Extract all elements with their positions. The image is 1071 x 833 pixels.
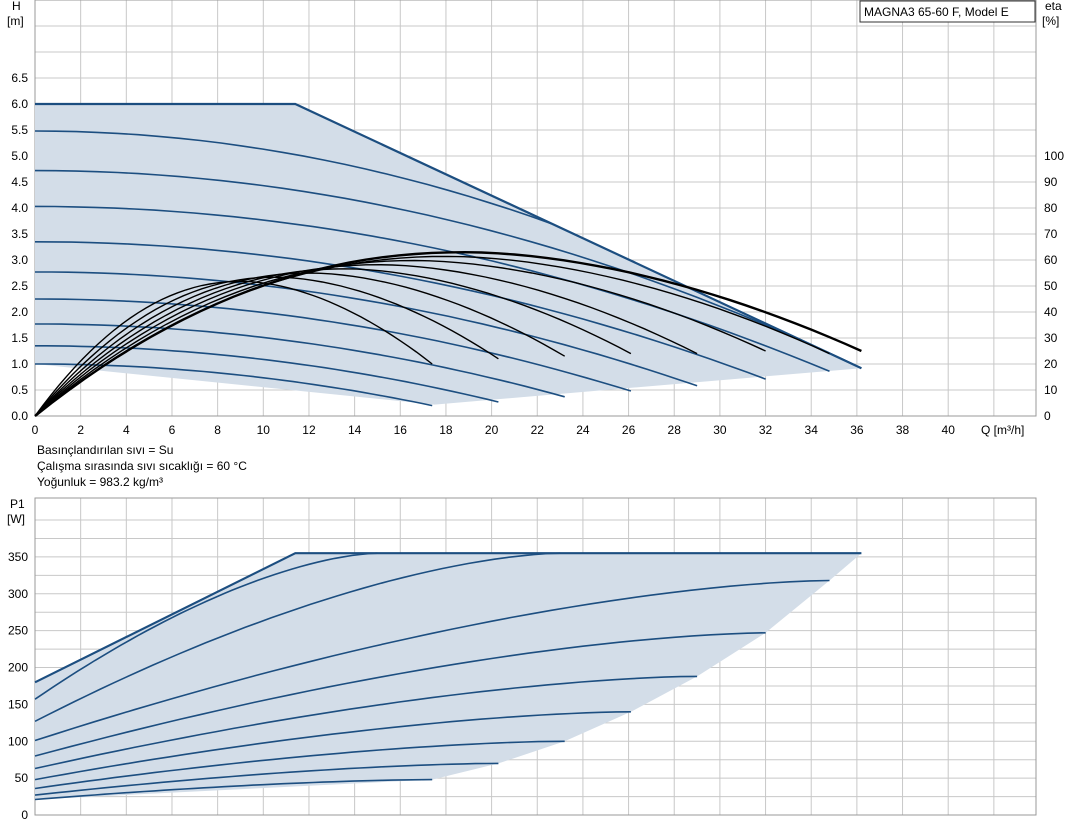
x-tick-label: 34 [805,423,819,437]
qh-operating-area [35,104,862,405]
h-tick-label: 3.5 [11,227,28,241]
x-tick-label: 2 [77,423,84,437]
eta-tick-label: 70 [1044,227,1058,241]
qh-curve-9 [34,130,552,225]
p1-tick-label: 200 [8,661,28,675]
eta-tick-label: 80 [1044,201,1058,215]
p1-tick-label: 0 [21,808,28,822]
lower-plot-frame [34,497,1037,816]
x-tick-label: 24 [576,423,590,437]
x-tick-label: 40 [942,423,956,437]
p1-tick-label: 100 [8,734,28,748]
p1-axis-unit: [W] [7,512,25,526]
x-tick-label: 22 [531,423,545,437]
note-temperature: Çalışma sırasında sıvı sıcaklığı = 60 °C [37,459,247,473]
h-axis-unit: [m] [7,14,24,28]
x-tick-label: 38 [896,423,910,437]
x-tick-label: 16 [394,423,408,437]
x-tick-label: 4 [123,423,130,437]
eta-axis-label: eta [1045,0,1062,13]
eta-tick-label: 100 [1044,149,1064,163]
x-tick-label: 30 [713,423,727,437]
x-tick-label: 12 [302,423,316,437]
eta-tick-label: 50 [1044,279,1058,293]
p1-curve-2 [34,762,499,796]
x-tick-label: 8 [214,423,221,437]
eta-tick-label: 90 [1044,175,1058,189]
p1-curve-8 [34,552,561,723]
eta-tick-label: 60 [1044,253,1058,267]
h-tick-label: 4.5 [11,175,28,189]
p1-curve-4 [34,711,631,781]
h-tick-label: 6.5 [11,71,28,85]
title-box [859,0,1036,23]
h-tick-label: 0.5 [11,383,28,397]
p1-tick-label: 350 [8,550,28,564]
x-tick-label: 20 [485,423,499,437]
chart-title: MAGNA3 65-60 F, Model E [864,5,1009,19]
h-tick-label: 1.0 [11,357,28,371]
h-tick-label: 6.0 [11,97,28,111]
p1-axis-label: P1 [10,497,25,511]
p1-tick-label: 300 [8,587,28,601]
eta-tick-label: 0 [1044,409,1051,423]
qh-max-curve [35,102,862,370]
efficiency-curve-8 [34,250,862,417]
efficiency-curve-6 [34,259,766,417]
h-tick-label: 0.0 [11,409,28,423]
x-tick-label: 32 [759,423,773,437]
h-tick-label: 1.5 [11,331,28,345]
x-tick-label: 18 [439,423,453,437]
p1-tick-label: 150 [8,697,28,711]
q-axis-label: Q [m³/h] [981,423,1024,437]
h-tick-label: 2.0 [11,305,28,319]
p1-curve-7 [34,579,830,742]
h-tick-label: 3.0 [11,253,28,267]
p1-tick-label: 50 [15,771,29,785]
x-tick-label: 10 [257,423,271,437]
h-tick-label: 5.5 [11,123,28,137]
p1-curve-5 [34,675,698,770]
eta-tick-label: 40 [1044,305,1058,319]
p1-max-curve [34,552,862,684]
h-tick-label: 4.0 [11,201,28,215]
x-tick-label: 6 [169,423,176,437]
qh-curve-2 [35,345,499,403]
x-tick-label: 26 [622,423,636,437]
p1-curve-6 [34,632,766,757]
p1-curve-9 [34,552,378,700]
qh-curve-6 [34,241,766,380]
x-tick-label: 36 [850,423,864,437]
note-fluid: Basınçlandırılan sıvı = Su [37,443,174,457]
qh-curve-7 [34,205,830,373]
eta-tick-label: 30 [1044,331,1058,345]
efficiency-curve-4 [34,268,632,417]
eta-tick-label: 10 [1044,383,1058,397]
x-tick-label: 14 [348,423,362,437]
h-tick-label: 5.0 [11,149,28,163]
x-tick-label: 28 [668,423,682,437]
eta-axis-unit: [%] [1042,14,1059,28]
qh-curve-3 [35,323,565,398]
p1-curve-1 [34,778,433,801]
h-tick-label: 2.5 [11,279,28,293]
p1-curve-3 [34,740,565,790]
p1-operating-area [35,553,862,800]
qh-curve-8 [34,169,862,369]
note-density: Yoğunluk = 983.2 kg/m³ [37,475,163,489]
qh-curve-5 [35,271,698,387]
eta-tick-label: 20 [1044,357,1058,371]
x-tick-label: 0 [32,423,39,437]
p1-tick-label: 250 [8,624,28,638]
h-axis-label: H [12,0,21,13]
qh-curve-4 [34,298,632,392]
efficiency-curve-5 [34,263,698,417]
